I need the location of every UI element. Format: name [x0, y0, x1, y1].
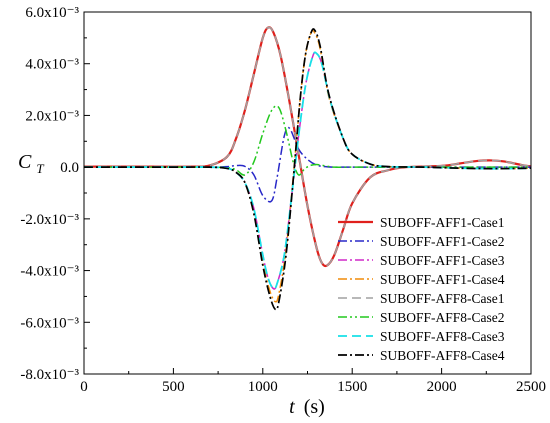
axis-ticks: 0 500 1000 1500 2000 2500 6.0x10⁻³ 4.0x10⁻³ 2.0x…	[20, 5, 546, 395]
y-tick-label: -8.0x10⁻³	[20, 367, 79, 383]
series-layer	[84, 26, 531, 311]
series-line-6	[84, 105, 531, 176]
y-tick-label: -4.0x10⁻³	[20, 264, 79, 280]
legend-entry-3: SUBOFF-AFF1-Case3	[380, 253, 505, 268]
y-tick-label: 6.0x10⁻³	[25, 5, 79, 21]
x-tick-label: 1500	[337, 379, 367, 395]
legend-entry-4: SUBOFF-AFF1-Case4	[380, 272, 505, 287]
x-axis-title: t (s)	[289, 396, 325, 418]
x-tick-label: 1000	[248, 379, 278, 395]
legend-entry-2: SUBOFF-AFF1-Case2	[380, 234, 505, 249]
legend: SUBOFF-AFF1-Case1 SUBOFF-AFF1-Case2 SUBOFF…	[338, 215, 505, 363]
series-line-5	[84, 26, 531, 267]
y-tick-label: 2.0x10⁻³	[25, 108, 79, 124]
x-tick-label: 0	[80, 379, 88, 395]
x-tick-label: 2500	[516, 379, 546, 395]
legend-entry-7: SUBOFF-AFF8-Case3	[380, 329, 505, 344]
legend-entry-5: SUBOFF-AFF8-Case1	[380, 291, 505, 306]
y-tick-label: 4.0x10⁻³	[25, 57, 79, 73]
series-line-8	[84, 28, 531, 311]
legend-entry-6: SUBOFF-AFF8-Case2	[380, 310, 505, 325]
y-tick-label: -2.0x10⁻³	[20, 212, 79, 228]
y-tick-label: -6.0x10⁻³	[20, 315, 79, 331]
x-tick-label: 500	[162, 379, 185, 395]
legend-entry-8: SUBOFF-AFF8-Case4	[380, 348, 505, 363]
y-axis-title: C T	[18, 151, 44, 176]
series-line-1	[84, 26, 531, 268]
legend-entry-1: SUBOFF-AFF1-Case1	[380, 215, 505, 230]
y-tick-label: 0.0	[60, 160, 79, 176]
series-line-2	[84, 126, 531, 203]
x-tick-label: 2000	[427, 379, 457, 395]
